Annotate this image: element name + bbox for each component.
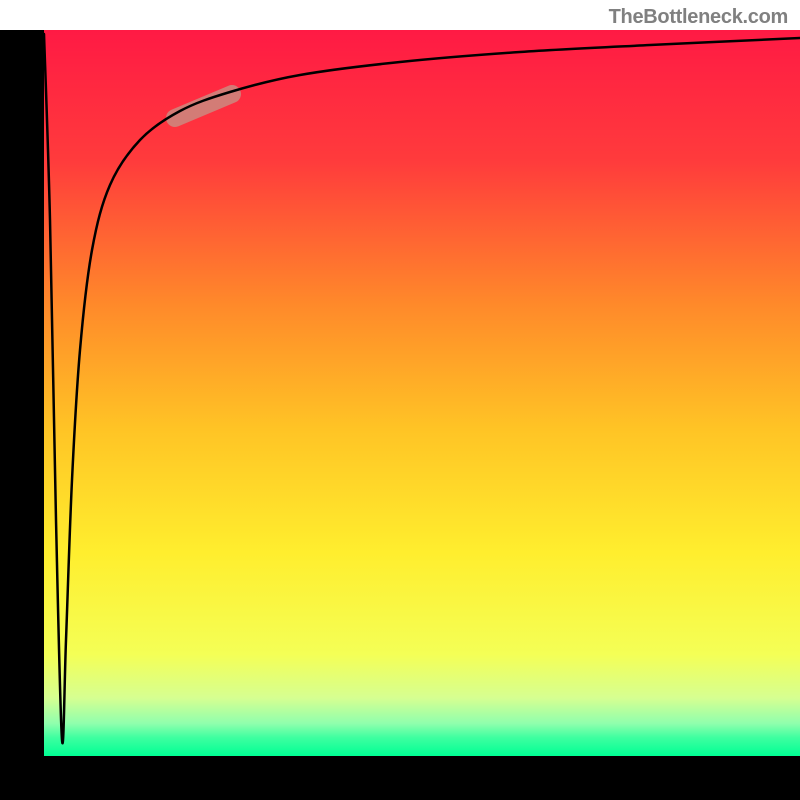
axis-left-bar bbox=[0, 30, 44, 756]
plot-area bbox=[44, 30, 800, 756]
watermark-label: TheBottleneck.com bbox=[609, 6, 788, 29]
axis-bottom-bar bbox=[0, 756, 800, 800]
bottleneck-chart bbox=[0, 0, 800, 800]
chart-container: TheBottleneck.com bbox=[0, 0, 800, 800]
